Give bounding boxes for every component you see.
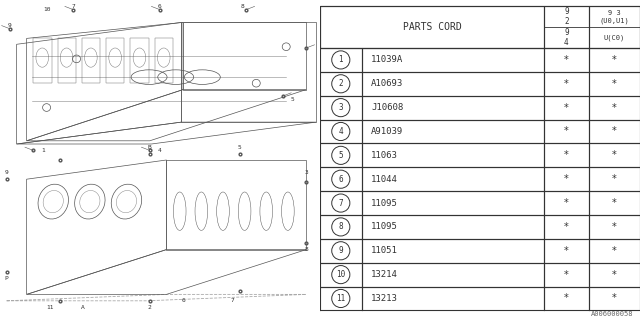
Text: 9: 9 xyxy=(4,170,8,175)
Text: 7: 7 xyxy=(71,4,75,9)
Text: A91039: A91039 xyxy=(371,127,403,136)
Text: 1: 1 xyxy=(42,148,45,153)
Text: 5: 5 xyxy=(291,97,295,102)
Text: *: * xyxy=(612,55,617,65)
Text: *: * xyxy=(612,174,617,184)
Text: 13214: 13214 xyxy=(371,270,398,279)
Text: 2: 2 xyxy=(339,79,343,88)
Text: 9
2: 9 2 xyxy=(564,7,569,27)
Text: 6: 6 xyxy=(181,298,185,303)
Text: *: * xyxy=(564,293,569,303)
Text: J10608: J10608 xyxy=(371,103,403,112)
Text: 11095: 11095 xyxy=(371,198,398,208)
Text: *: * xyxy=(564,174,569,184)
Text: A: A xyxy=(81,305,85,310)
Text: *: * xyxy=(612,126,617,137)
Text: *: * xyxy=(564,55,569,65)
Text: *: * xyxy=(612,198,617,208)
Text: 11044: 11044 xyxy=(371,175,398,184)
Text: U(C0): U(C0) xyxy=(604,34,625,41)
Text: *: * xyxy=(612,270,617,280)
Text: *: * xyxy=(564,150,569,160)
Text: 8: 8 xyxy=(241,4,245,9)
Text: *: * xyxy=(612,222,617,232)
Text: 10: 10 xyxy=(43,7,51,12)
Text: PARTS CORD: PARTS CORD xyxy=(403,22,461,32)
Text: 9: 9 xyxy=(339,246,343,255)
Text: *: * xyxy=(612,246,617,256)
Text: 13213: 13213 xyxy=(371,294,398,303)
Text: *: * xyxy=(612,293,617,303)
Text: 9: 9 xyxy=(8,23,12,28)
Text: 3: 3 xyxy=(339,103,343,112)
Text: 4: 4 xyxy=(339,127,343,136)
Text: *: * xyxy=(612,79,617,89)
Text: 1: 1 xyxy=(339,55,343,64)
Text: *: * xyxy=(612,103,617,113)
Text: 5: 5 xyxy=(237,145,241,150)
Text: 9
4: 9 4 xyxy=(564,28,569,47)
Text: *: * xyxy=(564,126,569,137)
Text: 8: 8 xyxy=(304,247,308,252)
Text: 10: 10 xyxy=(336,270,346,279)
Text: 11095: 11095 xyxy=(371,222,398,231)
Text: 6: 6 xyxy=(158,4,162,9)
Text: 11039A: 11039A xyxy=(371,55,403,64)
Text: 11051: 11051 xyxy=(371,246,398,255)
Text: 11063: 11063 xyxy=(371,151,398,160)
Text: B: B xyxy=(148,145,152,150)
Text: A10693: A10693 xyxy=(371,79,403,88)
Text: 9 3
(U0,U1): 9 3 (U0,U1) xyxy=(600,10,629,24)
Text: *: * xyxy=(564,222,569,232)
Text: *: * xyxy=(564,79,569,89)
Text: P: P xyxy=(4,276,8,281)
Text: 7: 7 xyxy=(339,198,343,208)
Text: 5: 5 xyxy=(339,151,343,160)
Text: 11: 11 xyxy=(46,305,54,310)
Text: 4: 4 xyxy=(158,148,162,153)
Text: *: * xyxy=(564,198,569,208)
Text: 7: 7 xyxy=(231,298,235,303)
Text: A006000058: A006000058 xyxy=(591,311,634,317)
Text: *: * xyxy=(564,270,569,280)
Text: 2: 2 xyxy=(148,305,152,310)
Text: 8: 8 xyxy=(339,222,343,231)
Text: 11: 11 xyxy=(336,294,346,303)
Text: *: * xyxy=(564,246,569,256)
Text: *: * xyxy=(612,150,617,160)
Text: 6: 6 xyxy=(339,175,343,184)
Text: 3: 3 xyxy=(304,170,308,175)
Text: *: * xyxy=(564,103,569,113)
